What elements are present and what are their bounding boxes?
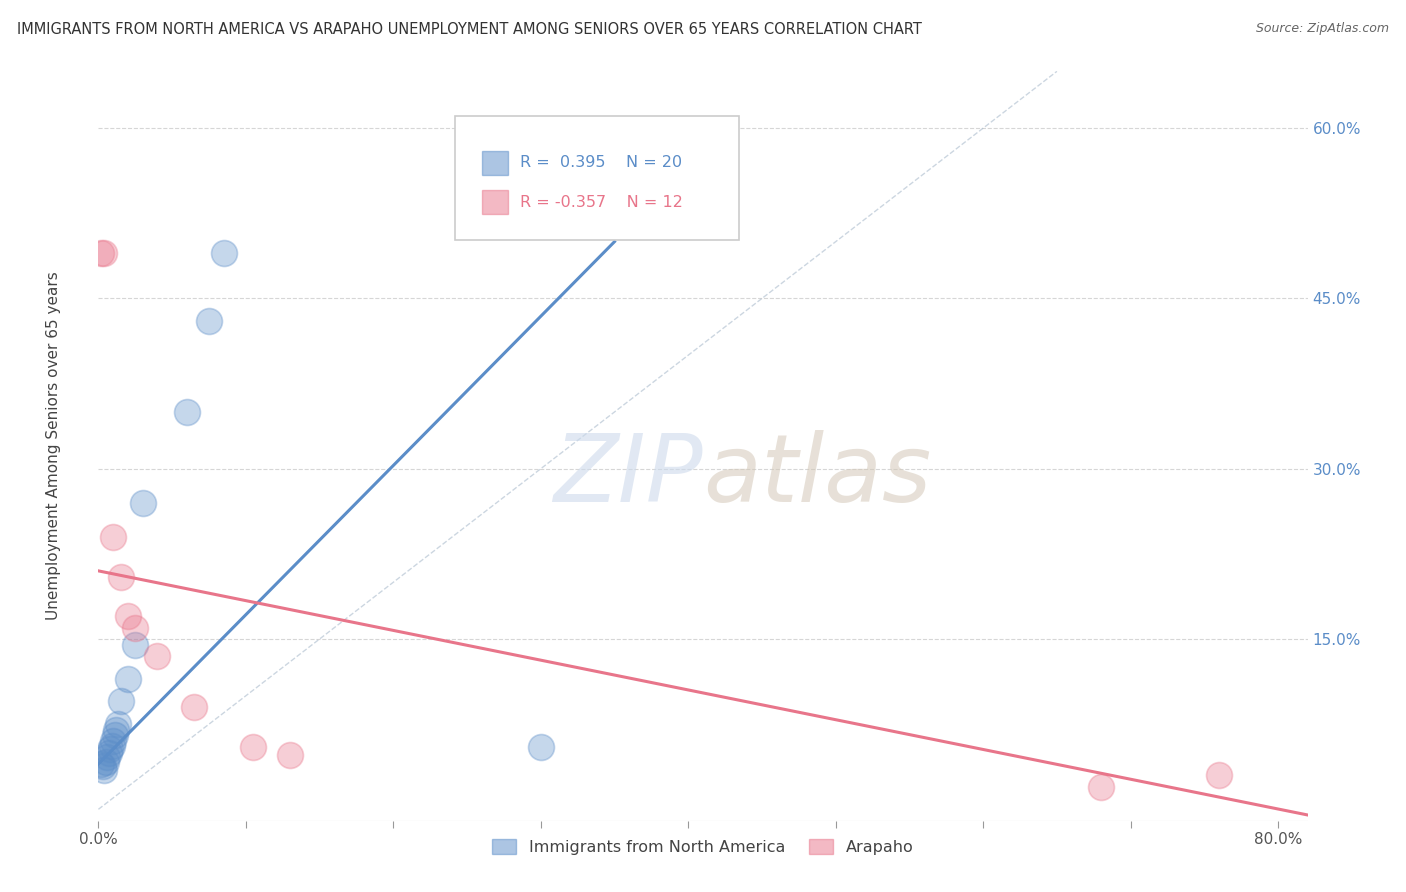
Point <box>1208 768 1230 782</box>
Point <box>98 742 121 756</box>
Legend: Immigrants from North America, Arapaho: Immigrants from North America, Arapaho <box>486 833 920 862</box>
Point <box>96 750 118 764</box>
Text: Unemployment Among Seniors over 65 years: Unemployment Among Seniors over 65 years <box>46 272 60 620</box>
Point <box>242 739 264 754</box>
Point <box>104 729 127 743</box>
Text: R =  0.395    N = 20: R = 0.395 N = 20 <box>520 155 682 170</box>
Point <box>117 609 139 624</box>
Point <box>131 496 153 510</box>
Point <box>93 763 115 777</box>
Point <box>183 700 205 714</box>
Point <box>101 734 124 748</box>
Point <box>117 672 139 686</box>
Text: R = -0.357    N = 12: R = -0.357 N = 12 <box>520 194 683 210</box>
Point <box>107 717 129 731</box>
FancyBboxPatch shape <box>456 116 740 240</box>
Bar <box>482 190 509 214</box>
Point <box>1090 780 1112 794</box>
Point <box>278 747 301 762</box>
Point <box>124 638 146 652</box>
Point <box>212 246 235 260</box>
Point <box>110 694 132 708</box>
Point <box>97 746 120 760</box>
Text: atlas: atlas <box>703 431 931 522</box>
Point <box>124 621 146 635</box>
Point <box>94 755 117 769</box>
Point <box>90 756 112 771</box>
Point <box>110 569 132 583</box>
Point <box>105 723 128 737</box>
Point <box>91 759 114 773</box>
Text: Source: ZipAtlas.com: Source: ZipAtlas.com <box>1256 22 1389 36</box>
Point <box>176 405 198 419</box>
Point <box>100 739 122 753</box>
Point <box>90 246 112 260</box>
Bar <box>482 151 509 175</box>
Point <box>93 246 115 260</box>
Point <box>146 648 169 663</box>
Point <box>198 314 221 328</box>
Text: IMMIGRANTS FROM NORTH AMERICA VS ARAPAHO UNEMPLOYMENT AMONG SENIORS OVER 65 YEAR: IMMIGRANTS FROM NORTH AMERICA VS ARAPAHO… <box>17 22 922 37</box>
Point <box>101 530 124 544</box>
Text: ZIP: ZIP <box>554 431 703 522</box>
Point <box>530 739 553 754</box>
